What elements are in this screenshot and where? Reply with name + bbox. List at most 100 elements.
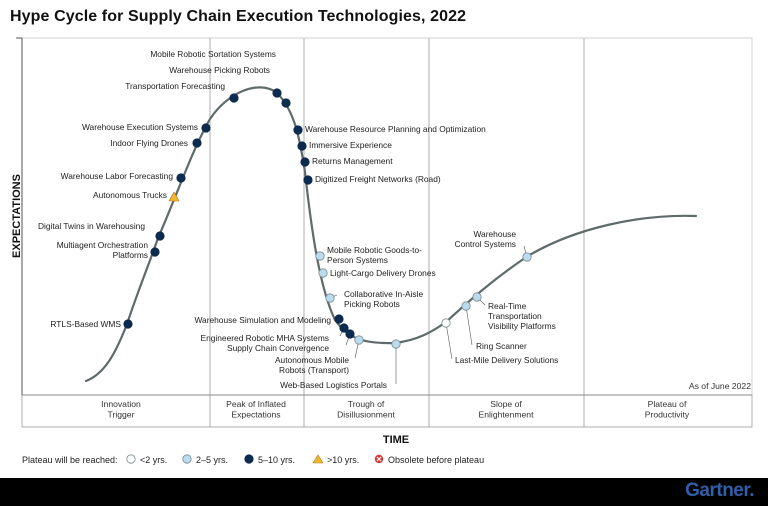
technology-marker bbox=[150, 247, 160, 257]
technology-label: Picking Robots bbox=[344, 299, 400, 309]
obsolete-x-icon bbox=[376, 456, 382, 462]
legend-item-obsolete: Obsolete before plateau bbox=[374, 454, 484, 465]
legend-label: <2 yrs. bbox=[140, 455, 167, 465]
technology-labels: Mobile Robotic Sortation Systems Warehous… bbox=[38, 49, 558, 390]
hype-curve bbox=[84, 86, 698, 383]
x-axis-label: TIME bbox=[383, 434, 409, 446]
legend-swatch bbox=[312, 454, 324, 464]
technology-label: Supply Chain Convergence bbox=[227, 343, 329, 353]
legend-item-lt2: <2 yrs. bbox=[126, 454, 167, 465]
technology-label: Warehouse Labor Forecasting bbox=[61, 171, 174, 181]
technology-label: Warehouse Picking Robots bbox=[169, 65, 270, 75]
technology-marker bbox=[303, 175, 313, 185]
technology-label: Person Systems bbox=[327, 255, 388, 265]
technology-label: Engineered Robotic MHA Systems bbox=[201, 333, 329, 343]
technology-marker bbox=[472, 292, 482, 302]
technology-label: Visibility Platforms bbox=[488, 321, 556, 331]
legend-title: Plateau will be reached: bbox=[22, 455, 118, 465]
technology-marker bbox=[334, 314, 344, 324]
leader-line bbox=[445, 322, 453, 360]
as-of-label: As of June 2022 bbox=[689, 381, 751, 391]
phase-label: Peak of Inflated bbox=[226, 399, 286, 409]
leader-line bbox=[465, 305, 473, 346]
phase-label: Trough of bbox=[348, 399, 385, 409]
technology-label: Autonomous Trucks bbox=[93, 190, 167, 200]
technology-label: Transportation Forecasting bbox=[125, 81, 225, 91]
legend-label: >10 yrs. bbox=[327, 455, 359, 465]
y-axis-label: EXPECTATIONS bbox=[11, 174, 23, 258]
technology-marker bbox=[176, 173, 186, 183]
technology-label: Mobile Robotic Sortation Systems bbox=[150, 49, 276, 59]
technology-label: Mobile Robotic Goods-to- bbox=[327, 245, 422, 255]
technology-marker bbox=[229, 93, 239, 103]
legend-label: Obsolete before plateau bbox=[388, 455, 484, 465]
technology-marker bbox=[281, 98, 291, 108]
technology-label: Ring Scanner bbox=[476, 341, 527, 351]
technology-marker bbox=[325, 293, 335, 303]
technology-label: Robots (Transport) bbox=[279, 365, 349, 375]
legend-swatch bbox=[244, 454, 254, 464]
technology-label: Last-Mile Delivery Solutions bbox=[455, 355, 558, 365]
technology-label: Control Systems bbox=[455, 239, 516, 249]
legend-swatch bbox=[126, 454, 136, 464]
technology-marker bbox=[345, 329, 355, 339]
phase-label: Enlightenment bbox=[479, 410, 535, 420]
technology-marker bbox=[461, 301, 471, 311]
technology-markers bbox=[123, 88, 532, 349]
phase-band bbox=[21, 394, 753, 428]
technology-label: Web-Based Logistics Portals bbox=[280, 380, 387, 390]
technology-label: Warehouse Execution Systems bbox=[82, 122, 198, 132]
phase-label: Expectations bbox=[231, 410, 280, 420]
technology-label: Warehouse Resource Planning and Optimiza… bbox=[305, 124, 486, 134]
legend-label: 5–10 yrs. bbox=[258, 455, 295, 465]
phase-label: Disillusionment bbox=[337, 410, 395, 420]
technology-label: Collaborative In-Aisle bbox=[344, 289, 423, 299]
legend-item-5to10: 5–10 yrs. bbox=[244, 454, 295, 465]
technology-label: Digital Twins in Warehousing bbox=[38, 221, 145, 231]
technology-marker bbox=[155, 231, 165, 241]
phase-dividers bbox=[209, 38, 585, 427]
technology-marker bbox=[123, 319, 133, 329]
technology-marker bbox=[168, 191, 180, 202]
technology-marker bbox=[318, 268, 328, 278]
legend-item-2to5: 2–5 yrs. bbox=[182, 454, 228, 465]
page-title: Hype Cycle for Supply Chain Execution Te… bbox=[10, 8, 467, 25]
legend-label: 2–5 yrs. bbox=[196, 455, 228, 465]
phase-label: Trigger bbox=[108, 410, 135, 420]
technology-label: Digitized Freight Networks (Road) bbox=[315, 174, 441, 184]
technology-label: RTLS-Based WMS bbox=[50, 319, 121, 329]
phase-label: Slope of bbox=[490, 399, 522, 409]
technology-label: Light-Cargo Delivery Drones bbox=[330, 268, 436, 278]
technology-marker bbox=[297, 141, 307, 151]
technology-label: Transportation bbox=[488, 311, 542, 321]
legend-swatch bbox=[182, 454, 192, 464]
technology-marker bbox=[441, 318, 451, 328]
technology-marker bbox=[293, 125, 303, 135]
plot-area bbox=[21, 37, 753, 396]
technology-label: Multiagent Orchestration bbox=[57, 240, 149, 250]
technology-marker bbox=[391, 339, 401, 349]
technology-marker bbox=[315, 251, 325, 261]
technology-marker bbox=[354, 335, 364, 345]
technology-label: Autonomous Mobile bbox=[275, 355, 349, 365]
technology-label: Warehouse bbox=[473, 229, 516, 239]
legend-item-gt10: >10 yrs. bbox=[312, 454, 359, 465]
technology-marker bbox=[300, 157, 310, 167]
technology-marker bbox=[339, 323, 349, 333]
technology-label: Returns Management bbox=[312, 156, 393, 166]
technology-marker bbox=[192, 138, 202, 148]
technology-label: Platforms bbox=[113, 250, 148, 260]
technology-marker bbox=[272, 88, 282, 98]
phase-label: Productivity bbox=[645, 410, 690, 420]
legend: Plateau will be reached: <2 yrs. 2–5 yrs. 5… bbox=[22, 454, 484, 465]
phase-label: Innovation bbox=[101, 399, 141, 409]
gartner-logo: Gartner. bbox=[685, 480, 754, 501]
footer-bar: Gartner. bbox=[0, 478, 768, 506]
technology-label: Warehouse Simulation and Modeling bbox=[194, 315, 331, 325]
technology-label: Immersive Experience bbox=[309, 140, 392, 150]
technology-marker bbox=[522, 252, 532, 262]
phase-label: Plateau of bbox=[648, 399, 687, 409]
technology-label: Indoor Flying Drones bbox=[110, 138, 188, 148]
technology-marker bbox=[201, 123, 211, 133]
